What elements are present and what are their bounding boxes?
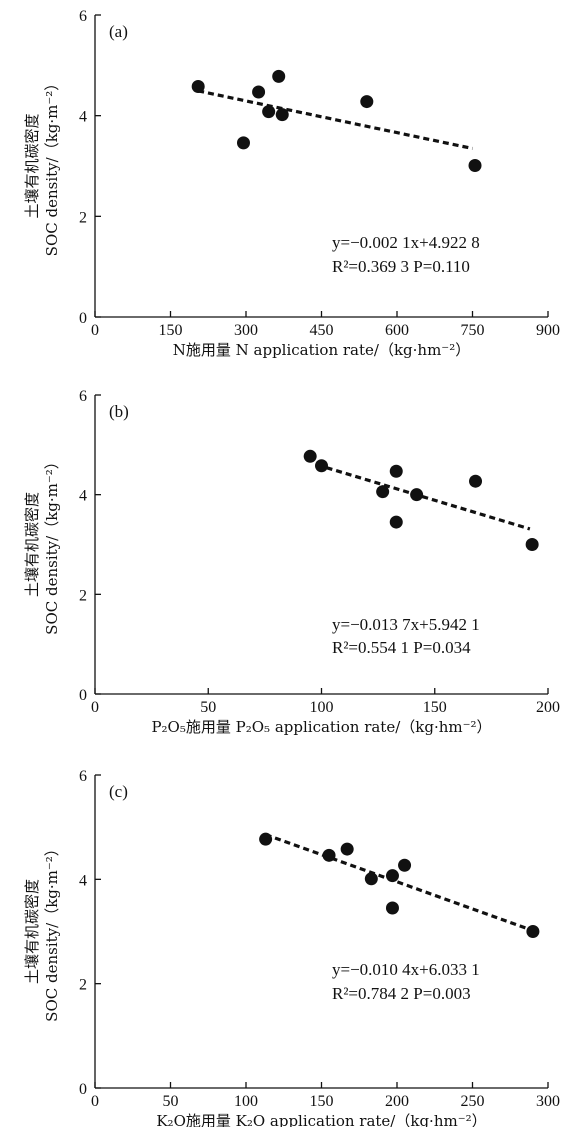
x-tick-label: 300: [536, 1093, 560, 1110]
x-tick-label: 0: [91, 1093, 99, 1110]
regression-stats: R²=0.369 3 P=0.110: [332, 257, 470, 276]
data-point: [236, 136, 250, 150]
x-tick-label: 150: [310, 1093, 334, 1110]
regression-equation: y=−0.010 4x+6.033 1: [332, 960, 480, 979]
y-tick-label: 6: [79, 388, 87, 405]
y-tick-label: 6: [79, 768, 87, 785]
x-tick-label: 300: [234, 322, 258, 339]
x-tick-label: 0: [91, 322, 99, 339]
y-axis-label-line-2: SOC density/（kg·m⁻²）: [43, 76, 61, 257]
regression-stats: R²=0.784 2 P=0.003: [332, 984, 471, 1003]
panel-label: (b): [109, 402, 129, 421]
y-tick-label: 0: [79, 310, 87, 327]
data-point: [385, 869, 399, 883]
data-point: [360, 95, 374, 109]
regression-equation: y=−0.002 1x+4.922 8: [332, 233, 480, 252]
y-axis-label-line-1: 土壤有机碳密度: [23, 492, 41, 597]
data-point: [389, 515, 403, 529]
data-point: [262, 105, 276, 119]
data-point: [315, 459, 328, 473]
data-point: [468, 158, 482, 172]
x-axis-label: N施用量 N application rate/（kg·hm⁻²）: [173, 341, 471, 359]
data-point: [385, 901, 399, 915]
x-tick-label: 250: [461, 1093, 485, 1110]
y-tick-label: 2: [79, 209, 87, 226]
x-tick-label: 200: [536, 699, 560, 716]
data-point: [303, 449, 317, 463]
x-tick-label: 450: [310, 322, 334, 339]
chart-panel-1: 0 2 4 6 0 150 300 450 600 750 900 (a) N施用量 N applica…: [23, 8, 560, 359]
data-point: [322, 848, 336, 862]
y-tick-label: 0: [79, 1081, 87, 1098]
chart-panel-3: 0 2 4 6 0 50 100 150 200 250 300 (c) K₂O施用量 K₂O appl…: [23, 768, 560, 1127]
x-tick-label: 600: [385, 322, 409, 339]
regression-line: [265, 833, 534, 933]
data-point: [469, 474, 483, 488]
y-tick-label: 6: [79, 8, 87, 25]
data-point: [389, 464, 403, 478]
x-tick-label: 50: [163, 1093, 179, 1110]
y-axis-label-line-2: SOC density/（kg·m⁻²）: [43, 841, 61, 1022]
y-tick-label: 4: [79, 488, 87, 505]
x-axis-label: K₂O施用量 K₂O application rate/（kg·hm⁻²）: [156, 1112, 486, 1127]
data-point: [191, 79, 205, 93]
data-point: [275, 108, 289, 122]
x-tick-label: 750: [461, 322, 485, 339]
x-axis-label: P₂O₅施用量 P₂O₅ application rate/（kg·hm⁻²）: [151, 718, 491, 736]
x-tick-label: 100: [310, 699, 334, 716]
regression-equation: y=−0.013 7x+5.942 1: [332, 615, 480, 634]
chart-panel-2: 0 2 4 6 0 50 100 150 200 (b) P₂O₅施用量 P₂O₅ applicat…: [23, 388, 560, 736]
y-axis-label-line-1: 土壤有机碳密度: [23, 879, 41, 984]
x-tick-label: 100: [234, 1093, 258, 1110]
x-tick-label: 150: [159, 322, 183, 339]
data-point: [364, 872, 378, 886]
x-tick-label: 150: [423, 699, 447, 716]
y-tick-label: 2: [79, 587, 87, 604]
data-point: [410, 488, 424, 502]
y-tick-label: 4: [79, 872, 87, 889]
regression-line: [197, 89, 473, 151]
panel-label: (c): [109, 782, 128, 801]
x-tick-label: 0: [91, 699, 99, 716]
y-axis-label-line-2: SOC density/（kg·m⁻²）: [43, 454, 61, 635]
x-tick-label: 900: [536, 322, 560, 339]
data-point: [252, 85, 266, 99]
y-axis-label-line-1: 土壤有机碳密度: [23, 113, 41, 218]
y-tick-label: 4: [79, 109, 87, 126]
data-point: [525, 538, 539, 551]
x-tick-label: 50: [200, 699, 216, 716]
panel-label: (a): [109, 22, 128, 41]
data-point: [398, 858, 412, 872]
x-tick-label: 200: [385, 1093, 409, 1110]
y-tick-label: 2: [79, 977, 87, 994]
y-tick-label: 0: [79, 687, 87, 704]
data-point: [340, 842, 354, 856]
regression-stats: R²=0.554 1 P=0.034: [332, 638, 471, 657]
data-point: [259, 832, 273, 846]
data-point: [272, 69, 286, 83]
data-point: [376, 485, 390, 499]
regression-line: [316, 463, 531, 531]
data-point: [526, 925, 540, 938]
